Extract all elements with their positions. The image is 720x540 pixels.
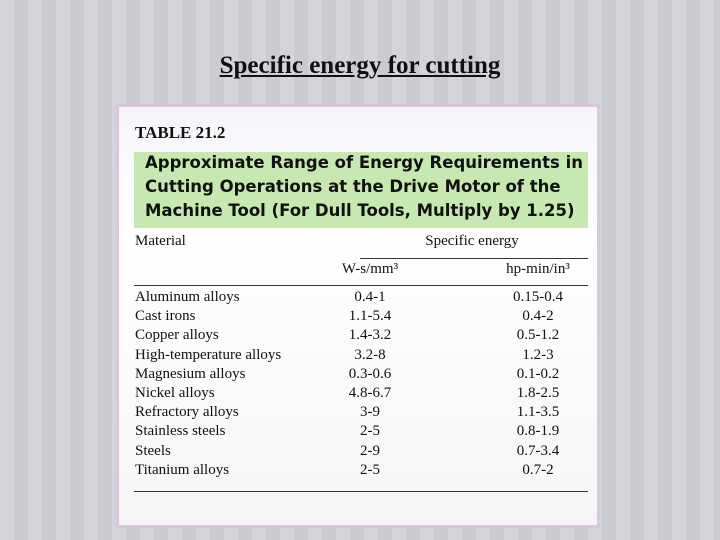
group-header: Specific energy — [425, 233, 519, 249]
value-cell: 1.4-3.2 — [348, 327, 392, 344]
material-cell: Magnesium alloys — [135, 365, 246, 382]
unit-header: hp-min/in³ — [506, 261, 570, 277]
value-cell: 1.1-3.5 — [516, 404, 560, 421]
value-cell: 0.15-0.4 — [513, 289, 563, 305]
value-cell: 3-9 — [360, 404, 380, 421]
caption-line: Approximate Range of Energy Requirements… — [145, 153, 583, 172]
material-cell: Copper alloys — [135, 327, 219, 344]
value-cell: 0.5-1.2 — [516, 327, 560, 344]
value-cell: 0.4-1 — [354, 289, 386, 305]
material-cell: Cast irons — [135, 308, 196, 325]
rule — [360, 258, 588, 259]
value-cell: 2-5 — [360, 423, 380, 440]
table-caption: Approximate Range of Energy Requirements… — [134, 152, 588, 228]
material-cell: Nickel alloys — [135, 385, 215, 401]
material-cell: Aluminum alloys — [135, 289, 240, 305]
value-cell: 1.1-5.4 — [348, 308, 392, 325]
rule — [134, 285, 588, 286]
value-cell: 0.1-0.2 — [516, 365, 560, 382]
material-cell: Refractory alloys — [135, 404, 239, 421]
slide-title: Specific energy for cutting — [219, 52, 501, 79]
rule — [134, 491, 588, 492]
value-cell: 2-9 — [360, 442, 380, 459]
value-cell: 4.8-6.7 — [348, 385, 392, 401]
value-cell: 1.8-2.5 — [516, 385, 560, 401]
value-cell: 3.2-8 — [354, 346, 386, 363]
value-cell: 1.2-3 — [522, 346, 554, 363]
material-cell: Steels — [135, 442, 171, 459]
caption-line: Machine Tool (For Dull Tools, Multiply b… — [145, 201, 575, 220]
unit-header: W-s/mm³ — [341, 261, 399, 277]
value-cell: 0.8-1.9 — [516, 423, 560, 440]
column-header: Material — [135, 233, 186, 249]
value-cell: 0.3-0.6 — [348, 365, 392, 382]
value-cell: 0.4-2 — [522, 308, 554, 325]
value-cell: 2-5 — [360, 461, 380, 478]
material-cell: Titanium alloys — [135, 461, 230, 478]
material-cell: High-temperature alloys — [135, 346, 282, 363]
table-label: TABLE 21.2 — [135, 123, 226, 142]
value-cell: 0.7-3.4 — [516, 442, 560, 459]
material-cell: Stainless steels — [135, 423, 226, 440]
value-cell: 0.7-2 — [522, 461, 554, 478]
caption-line: Cutting Operations at the Drive Motor of… — [145, 177, 561, 196]
